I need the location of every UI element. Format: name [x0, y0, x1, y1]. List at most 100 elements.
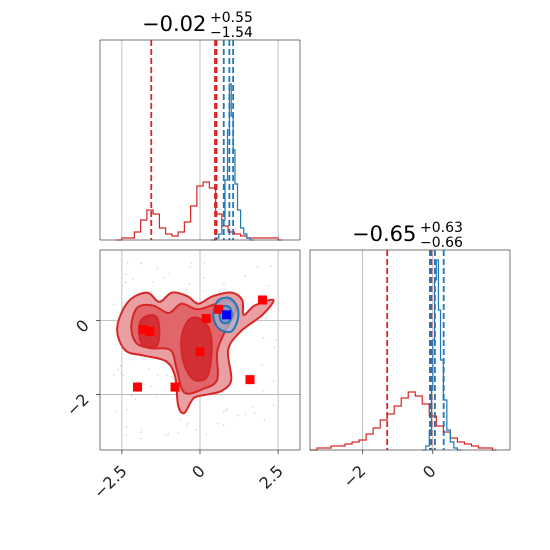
red-marker — [139, 325, 149, 335]
sample-point — [141, 429, 143, 431]
sample-point — [150, 385, 153, 387]
red-marker — [245, 375, 255, 385]
sample-point — [122, 374, 125, 377]
marginal-x-title: −0.02 +0.55 −1.54 — [142, 10, 253, 41]
sample-point — [115, 410, 118, 413]
marginal-y-minus: −0.66 — [420, 235, 463, 251]
sample-point — [237, 414, 239, 417]
sample-point — [226, 408, 228, 410]
sample-point — [156, 396, 158, 398]
sample-point — [112, 374, 115, 376]
marginal-y-histogram-1 — [422, 259, 462, 451]
sample-point — [275, 339, 278, 341]
sample-point — [156, 268, 159, 270]
blue-marker — [222, 310, 232, 320]
sample-point — [273, 346, 276, 349]
sample-point — [140, 431, 142, 433]
red-marker — [214, 304, 224, 314]
sample-point — [186, 424, 188, 427]
sample-point — [168, 272, 171, 275]
sample-point — [223, 283, 225, 285]
sample-point — [202, 290, 204, 292]
marginal-y-plus: +0.63 — [420, 220, 463, 236]
sample-point — [152, 281, 154, 283]
marginal-y-title: −0.65 +0.63 −0.66 — [352, 220, 463, 251]
sample-point — [264, 317, 267, 320]
sample-point — [125, 434, 128, 436]
sample-point — [222, 424, 225, 426]
sample-point — [263, 391, 265, 393]
sample-point — [125, 426, 128, 428]
joint-panel: −2.5 0 2.5 0 −2 — [63, 249, 301, 502]
sample-point — [188, 283, 191, 285]
sample-point — [225, 410, 227, 412]
marginal-x-histogram-1 — [210, 83, 254, 241]
joint-x-tick-label: 0 — [188, 461, 209, 482]
joint-y-tick-label: 0 — [72, 316, 93, 337]
sample-point — [148, 368, 150, 370]
red-marker — [133, 382, 142, 392]
sample-point — [122, 306, 124, 308]
sample-point — [254, 412, 256, 414]
sample-point — [134, 398, 137, 400]
marginal-x-panel: −0.02 +0.55 −1.54 — [99, 10, 301, 241]
sample-point — [150, 290, 152, 292]
sample-point — [157, 374, 159, 376]
sample-point — [256, 266, 259, 268]
sample-point — [139, 438, 141, 440]
sample-point — [187, 422, 190, 424]
sample-point — [190, 262, 192, 264]
sample-point — [218, 290, 221, 293]
sample-point — [177, 432, 180, 434]
sample-point — [268, 285, 270, 287]
sample-point — [132, 359, 134, 361]
sample-point — [143, 384, 145, 386]
sample-point — [171, 375, 173, 378]
sample-point — [217, 422, 219, 425]
sample-point — [262, 337, 265, 339]
marginal-y-tick-label: −2 — [339, 461, 369, 491]
sample-point — [263, 419, 266, 421]
marginal-y-tick-label: 0 — [419, 461, 440, 482]
sample-point — [119, 364, 122, 367]
sample-point — [272, 380, 275, 382]
marginal-x-minus: −1.54 — [210, 25, 253, 41]
joint-y-tick-label: −2 — [63, 390, 93, 420]
sample-point — [222, 410, 225, 413]
sample-point — [202, 277, 205, 279]
sample-point — [251, 406, 254, 408]
marginal-y-median: −0.65 — [352, 222, 416, 246]
sample-point — [166, 374, 168, 377]
sample-point — [132, 278, 134, 280]
sample-point — [120, 372, 122, 374]
sample-point — [163, 276, 165, 279]
sample-point — [179, 418, 182, 421]
joint-x-tick-label: 2.5 — [256, 461, 287, 492]
sample-point — [167, 433, 169, 435]
red-marker — [195, 347, 205, 357]
sample-point — [131, 394, 133, 397]
marginal-x-frame — [99, 39, 301, 241]
sample-point — [125, 273, 127, 275]
sample-point — [185, 289, 188, 291]
sample-point — [273, 404, 275, 406]
sample-point — [126, 409, 128, 411]
sample-point — [164, 434, 167, 436]
sample-point — [245, 413, 247, 416]
red-marker — [170, 382, 180, 392]
marginal-x-histogram-0 — [115, 181, 283, 241]
sample-point — [126, 262, 129, 264]
red-marker — [145, 326, 155, 336]
sample-point — [261, 364, 263, 366]
marginal-x-median: −0.02 — [142, 12, 206, 36]
red-marker — [201, 314, 211, 324]
sample-point — [117, 369, 120, 371]
sample-point — [140, 262, 142, 265]
joint-x-tick-label: −2.5 — [90, 461, 131, 502]
sample-point — [205, 433, 207, 436]
sample-point — [270, 265, 272, 268]
marginal-y-histogram-0 — [310, 391, 497, 451]
sample-point — [113, 303, 115, 306]
red-marker — [258, 295, 267, 305]
